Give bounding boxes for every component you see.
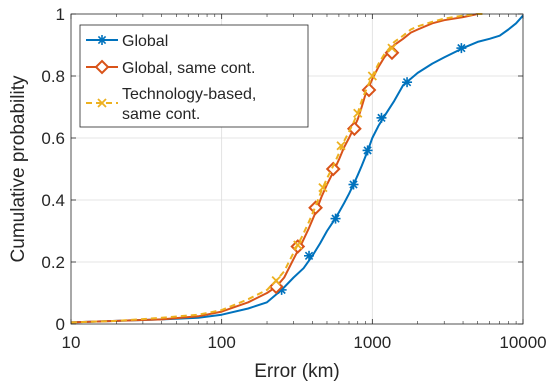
- series-technology-based-line: [70, 13, 484, 324]
- x-tick-label: 10000: [499, 333, 546, 352]
- data-point: [387, 43, 397, 53]
- ticks: 10 100 1000 10000 0 0.2 0.4 0.6 0.8 1: [41, 5, 546, 352]
- marker-stroke: [336, 141, 346, 151]
- y-tick-label: 0.6: [41, 129, 65, 148]
- marker-stroke: [318, 182, 328, 193]
- y-tick-label: 0.2: [41, 253, 65, 272]
- marker-shape: [361, 82, 377, 98]
- legend-box: [79, 24, 309, 128]
- legend-label-technology-based: Technology-based, same cont.: [122, 86, 256, 123]
- series-layer: [70, 13, 524, 324]
- marker-stroke: [277, 285, 286, 295]
- data-point: [336, 141, 346, 151]
- x-tick-label: 10: [62, 333, 81, 352]
- data-point: [402, 77, 413, 88]
- legend-marker-shape: [94, 59, 110, 75]
- marker-shape: [308, 200, 323, 216]
- legend-label-global-same-cont: Global, same cont.: [122, 60, 255, 77]
- legend-label-line: Technology-based,: [122, 86, 256, 103]
- y-tick-label: 1: [56, 5, 65, 24]
- legend-marker-global-same-cont: [94, 59, 110, 75]
- data-point: [361, 82, 377, 98]
- legend-entry-technology-based: Technology-based, same cont.: [86, 86, 256, 123]
- x-tick-label: 1000: [353, 333, 391, 352]
- legend: Global Global, same cont. Technology-bas…: [79, 24, 309, 128]
- marker-stroke: [402, 78, 412, 87]
- legend-entry-global: Global: [86, 33, 168, 50]
- data-point: [308, 200, 323, 216]
- plot-frame: [70, 13, 524, 325]
- data-point: [293, 240, 303, 250]
- legend-marker-shape: [97, 35, 107, 45]
- series-global-same-cont-line: [70, 13, 478, 324]
- marker-stroke: [377, 113, 386, 123]
- data-point: [318, 182, 328, 193]
- marker-stroke: [271, 275, 281, 286]
- marker-stroke: [304, 251, 314, 260]
- marker-stroke: [457, 43, 466, 53]
- data-point: [367, 71, 377, 81]
- y-tick-label: 0.4: [41, 191, 65, 210]
- data-point: [271, 275, 281, 286]
- marker-stroke: [363, 146, 372, 155]
- data-point: [353, 108, 363, 118]
- x-axis-label: Error (km): [254, 361, 339, 382]
- marker-stroke: [97, 35, 107, 45]
- y-tick-label: 0.8: [41, 67, 65, 86]
- legend-marker-global: [97, 35, 107, 45]
- data-point: [348, 179, 359, 190]
- data-point: [456, 43, 467, 54]
- marker-shape: [94, 59, 110, 75]
- marker-stroke: [387, 43, 397, 53]
- data-point: [304, 250, 315, 261]
- y-axis-label: Cumulative probability: [8, 75, 29, 262]
- data-point: [362, 145, 373, 156]
- data-point: [376, 112, 387, 123]
- x-tick-label: 100: [207, 333, 235, 352]
- legend-entry-global-same-cont: Global, same cont.: [86, 59, 255, 77]
- marker-stroke: [331, 214, 340, 223]
- marker-stroke: [97, 98, 107, 108]
- legend-marker-shape: [97, 98, 107, 108]
- series-technology-based: [70, 13, 484, 324]
- marker-stroke: [349, 180, 358, 189]
- marker-stroke: [293, 240, 303, 250]
- legend-label-line: same cont.: [122, 106, 200, 123]
- marker-stroke: [353, 108, 363, 118]
- legend-label-global: Global: [122, 33, 168, 50]
- marker-stroke: [367, 71, 377, 81]
- legend-marker-technology-based: [97, 98, 107, 108]
- data-point: [330, 213, 341, 224]
- y-tick-label: 0: [56, 315, 65, 334]
